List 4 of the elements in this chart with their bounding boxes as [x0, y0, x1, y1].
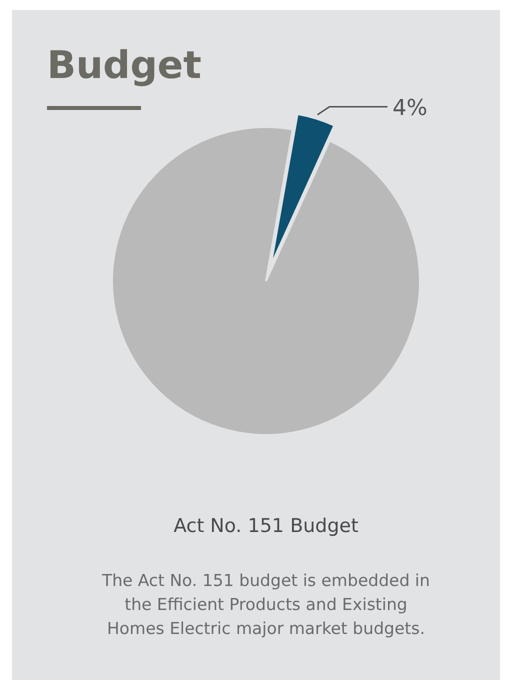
- text: The Act No. 151 budget is embedded in the Efficient Products and Existing Homes Electric major market budgets.: [101, 571, 430, 638]
- text: Act No. 151 Budget: [174, 515, 358, 537]
- chart-title: Budget: [47, 43, 202, 87]
- data-label: 4%: [392, 96, 428, 121]
